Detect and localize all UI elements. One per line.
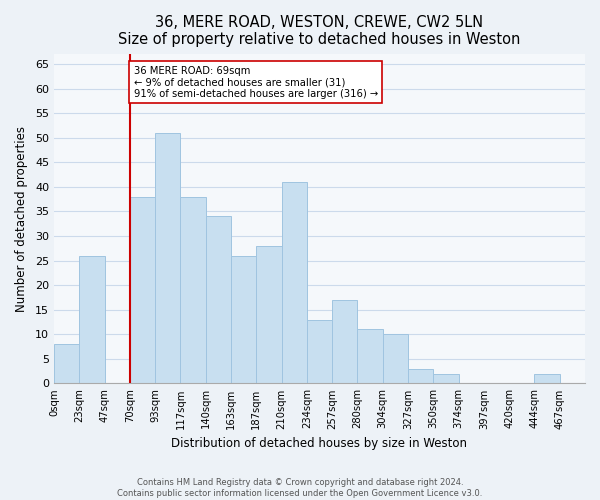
Bar	[358, 330, 383, 384]
Y-axis label: Number of detached properties: Number of detached properties	[15, 126, 28, 312]
Bar	[231, 256, 256, 384]
Text: 36 MERE ROAD: 69sqm
← 9% of detached houses are smaller (31)
91% of semi-detache: 36 MERE ROAD: 69sqm ← 9% of detached hou…	[134, 66, 378, 99]
Bar	[433, 374, 458, 384]
Bar	[130, 196, 155, 384]
Bar	[79, 256, 104, 384]
Bar	[206, 216, 231, 384]
Bar	[383, 334, 408, 384]
Bar	[155, 133, 181, 384]
Bar	[307, 320, 332, 384]
X-axis label: Distribution of detached houses by size in Weston: Distribution of detached houses by size …	[172, 437, 467, 450]
Bar	[181, 196, 206, 384]
Title: 36, MERE ROAD, WESTON, CREWE, CW2 5LN
Size of property relative to detached hous: 36, MERE ROAD, WESTON, CREWE, CW2 5LN Si…	[118, 15, 521, 48]
Bar	[535, 374, 560, 384]
Bar	[408, 368, 433, 384]
Text: Contains HM Land Registry data © Crown copyright and database right 2024.
Contai: Contains HM Land Registry data © Crown c…	[118, 478, 482, 498]
Bar	[256, 246, 281, 384]
Bar	[332, 300, 358, 384]
Bar	[281, 182, 307, 384]
Bar	[54, 344, 79, 384]
